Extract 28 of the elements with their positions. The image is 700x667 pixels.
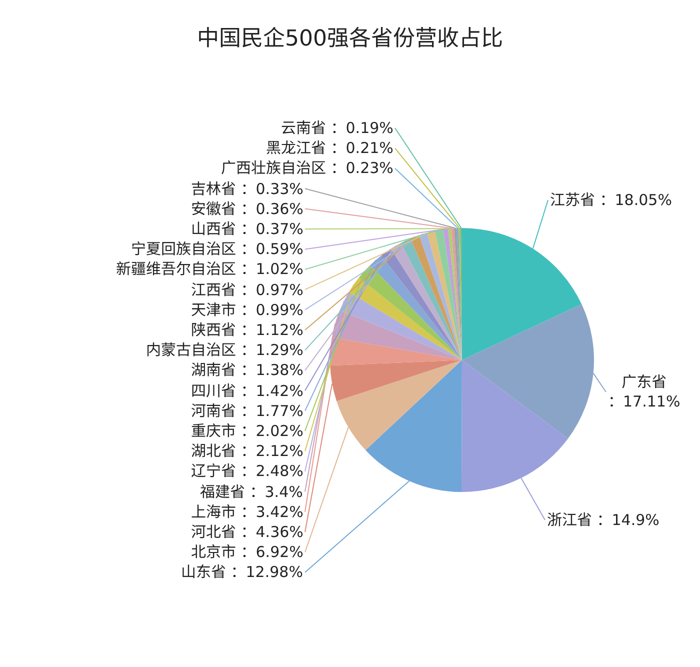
slice-label: 福建省 ：3.4% xyxy=(200,483,303,501)
slice-label: 安徽省 ：0.36% xyxy=(191,200,304,218)
slice-label: 天津市 ：0.99% xyxy=(191,301,304,319)
slice-label: 重庆市 ：2.02% xyxy=(191,422,304,440)
slice-label: 宁夏回族自治区 ：0.59% xyxy=(131,240,304,258)
slice-label: 广西壮族自治区 ：0.23% xyxy=(221,159,394,177)
data-label: ：17.11% xyxy=(608,392,680,410)
slice-label: 北京市 ：6.92% xyxy=(191,543,304,561)
slice-label: 湖北省 ：2.12% xyxy=(191,442,304,460)
slice-label: 山西省 ：0.37% xyxy=(191,220,304,238)
slice-label: 江西省 ：0.97% xyxy=(191,281,304,299)
slice-label: 湖南省 ：1.38% xyxy=(191,361,304,379)
slice-label: 四川省 ：1.42% xyxy=(191,382,304,400)
slice-label: 河南省 ：1.77% xyxy=(191,402,304,420)
chart-title: 中国民企500强各省份营收占比 xyxy=(197,26,503,52)
slice-label: 陕西省 ：1.12% xyxy=(191,321,304,339)
slice-label: 上海市 ：3.42% xyxy=(191,503,304,521)
slice-label: 山东省 ：12.98% xyxy=(181,563,303,581)
slice-label: 辽宁省 ：2.48% xyxy=(191,462,304,480)
slice-label: 广东省 xyxy=(622,373,667,391)
slice-label: 浙江省 ：14.9% xyxy=(547,511,660,529)
slice-label: 云南省 ：0.19% xyxy=(281,119,394,137)
slice-label: 内蒙古自治区 ：1.29% xyxy=(146,341,304,359)
slice-label: 河北省 ：4.36% xyxy=(191,523,304,541)
slice-label: 江苏省 ：18.05% xyxy=(550,191,672,209)
slice-label: 吉林省 ：0.33% xyxy=(191,180,304,198)
slice-label: 新疆维吾尔自治区 ：1.02% xyxy=(116,260,304,278)
slice-label: 黑龙江省 ：0.21% xyxy=(266,139,394,157)
